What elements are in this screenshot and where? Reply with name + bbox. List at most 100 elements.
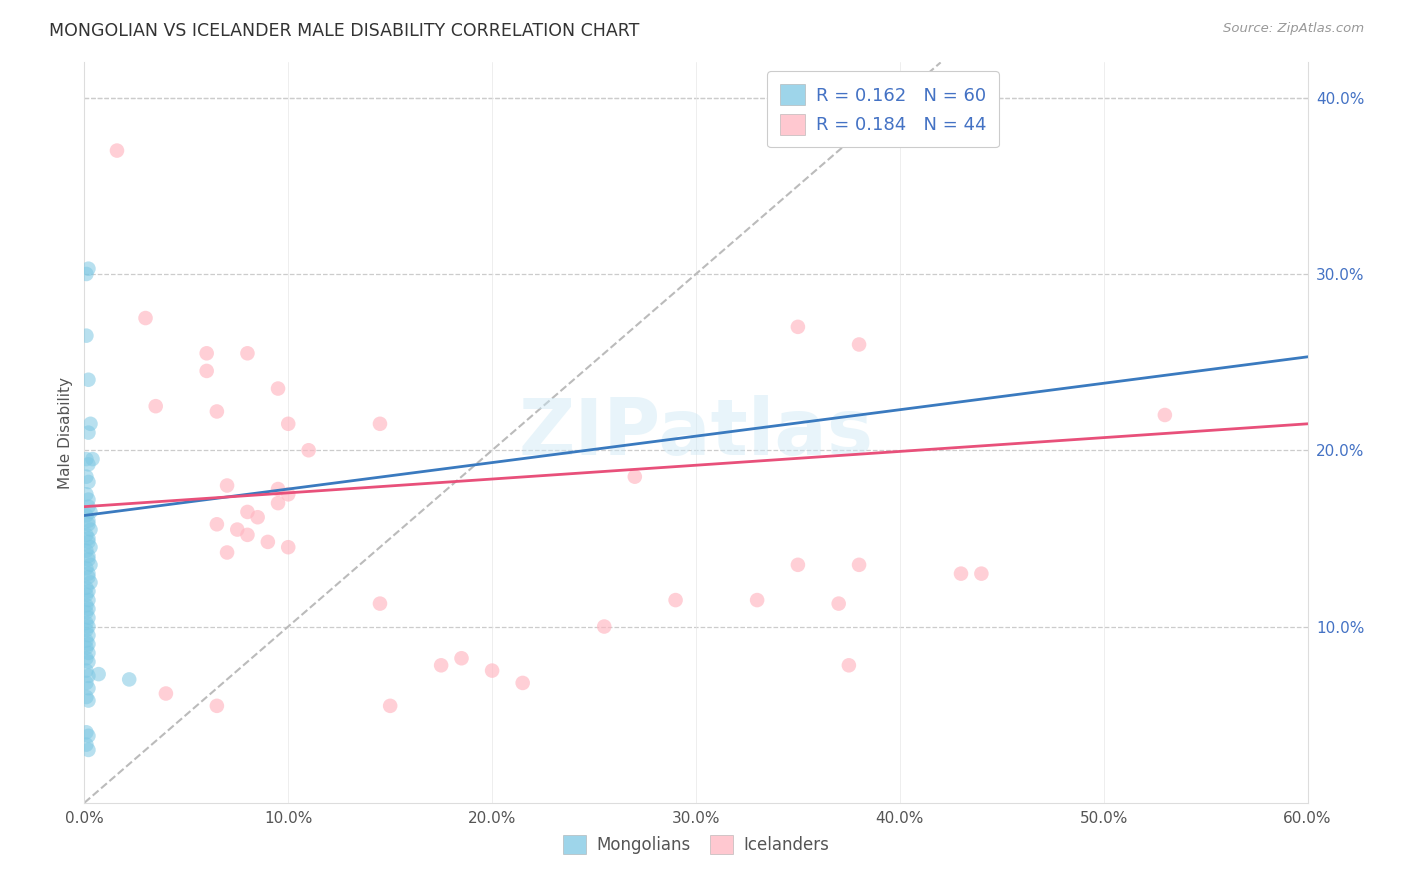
Text: MONGOLIAN VS ICELANDER MALE DISABILITY CORRELATION CHART: MONGOLIAN VS ICELANDER MALE DISABILITY C… (49, 22, 640, 40)
Point (87, 667, 110, 681)
Point (267, 482, 290, 496)
Point (747, 593, 769, 607)
Point (77, 693, 100, 707)
Point (75, 581, 97, 595)
Point (75, 328, 97, 343)
Point (79, 558, 101, 572)
Point (75, 623, 97, 637)
Point (77, 500, 100, 514)
Point (277, 540, 299, 554)
Point (77, 593, 100, 607)
Point (75, 606, 97, 620)
Point (77, 619, 100, 633)
Point (950, 566, 973, 581)
Point (236, 505, 259, 519)
Legend: Mongolians, Icelanders: Mongolians, Icelanders (555, 829, 837, 861)
Point (195, 364, 218, 378)
Point (787, 558, 810, 572)
Point (135, 311, 157, 326)
Point (368, 417, 391, 431)
Point (236, 346, 259, 360)
Y-axis label: Male Disability: Male Disability (58, 376, 73, 489)
Point (838, 658, 860, 673)
Text: ZIPatlas: ZIPatlas (519, 394, 873, 471)
Point (77, 669, 100, 683)
Point (79, 523, 101, 537)
Point (75, 651, 97, 665)
Point (75, 640, 97, 655)
Point (75, 615, 97, 630)
Point (430, 658, 453, 673)
Point (368, 597, 391, 611)
Point (75, 690, 97, 704)
Point (79, 417, 101, 431)
Point (118, 673, 141, 687)
Text: Source: ZipAtlas.com: Source: ZipAtlas.com (1223, 22, 1364, 36)
Point (79, 540, 101, 554)
Point (77, 646, 100, 660)
Point (624, 469, 647, 483)
Point (79, 575, 101, 590)
Point (257, 535, 280, 549)
Point (848, 337, 870, 351)
Point (226, 523, 249, 537)
Point (77, 584, 100, 599)
Point (77, 425, 100, 440)
Point (75, 452, 97, 467)
Point (75, 664, 97, 678)
Point (75, 267, 97, 281)
Point (77, 610, 100, 624)
Point (145, 399, 167, 413)
Point (267, 382, 290, 396)
Point (77, 729, 100, 743)
Point (593, 619, 616, 633)
Point (77, 628, 100, 642)
Point (77, 517, 100, 532)
Point (828, 597, 851, 611)
Point (75, 633, 97, 648)
Point (77, 373, 100, 387)
Point (217, 478, 239, 492)
Point (77, 570, 100, 584)
Point (77, 549, 100, 563)
Point (75, 676, 97, 690)
Point (787, 319, 810, 334)
Point (1154, 408, 1177, 422)
Point (77, 552, 100, 566)
Point (105, 144, 128, 158)
Point (481, 664, 503, 678)
Point (77, 637, 100, 651)
Point (848, 558, 870, 572)
Point (195, 346, 218, 360)
Point (77, 492, 100, 507)
Point (970, 566, 993, 581)
Point (75, 725, 97, 739)
Point (77, 655, 100, 669)
Point (75, 543, 97, 558)
Point (236, 528, 259, 542)
Point (75, 528, 97, 542)
Point (77, 261, 100, 276)
Point (77, 514, 100, 528)
Point (75, 561, 97, 575)
Point (75, 508, 97, 523)
Point (77, 602, 100, 616)
Point (512, 676, 534, 690)
Point (267, 496, 290, 510)
Point (277, 417, 299, 431)
Point (77, 475, 100, 489)
Point (246, 510, 269, 524)
Point (77, 458, 100, 472)
Point (75, 469, 97, 483)
Point (205, 517, 228, 532)
Point (205, 404, 228, 418)
Point (77, 535, 100, 549)
Point (155, 686, 177, 700)
Point (75, 599, 97, 613)
Point (298, 443, 321, 458)
Point (77, 681, 100, 696)
Point (380, 698, 402, 713)
Point (205, 698, 228, 713)
Point (75, 588, 97, 602)
Point (82, 452, 104, 467)
